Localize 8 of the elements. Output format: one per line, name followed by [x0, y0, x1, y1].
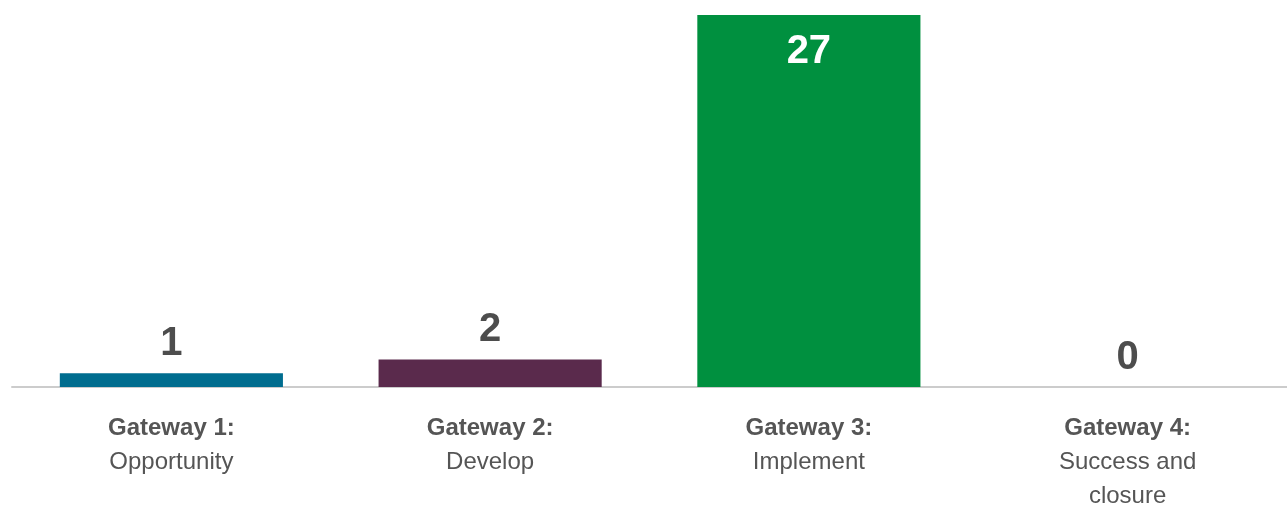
x-tick-label: Gateway 1: Opportunity	[108, 412, 235, 474]
data-label: 0	[1116, 333, 1139, 377]
data-label: 1	[160, 319, 183, 364]
x-tick-label: Gateway 4: Success and closure	[1058, 412, 1197, 508]
x-tick-label: Gateway 2: Develop	[426, 412, 554, 474]
data-label: 2	[479, 305, 502, 350]
x-tick-label: Gateway 3: Implement	[745, 412, 873, 474]
data-label: 27	[786, 27, 832, 71]
